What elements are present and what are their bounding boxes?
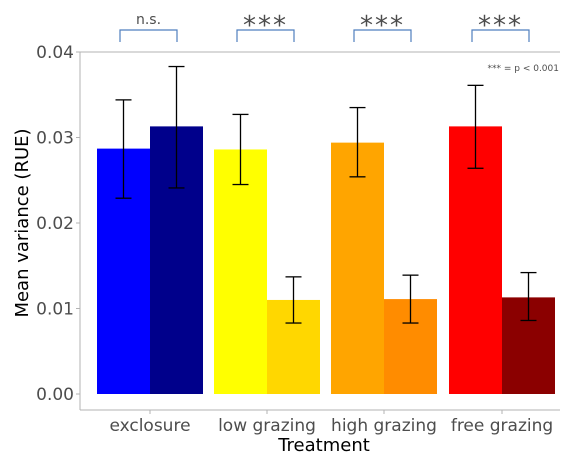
x-tick-label: high grazing (331, 416, 437, 436)
significance-bracket: n.s. (119, 12, 178, 42)
error-bar-free-grazing-1 (467, 84, 484, 169)
significance-note: *** = p < 0.001 (487, 64, 559, 74)
bar-low-grazing-1 (214, 149, 267, 394)
error-bar-exclosure-2 (168, 65, 185, 189)
x-tick-label: exclosure (109, 416, 190, 436)
error-bar-high-grazing-2 (402, 274, 419, 324)
y-tick-label: 0.01 (36, 300, 74, 320)
x-tick-label: free grazing (451, 416, 553, 436)
significance-label: *** (360, 11, 405, 41)
error-bar-low-grazing-1 (232, 113, 249, 186)
significance-label: *** (243, 11, 288, 41)
y-axis-title: Mean variance (RUE) (12, 128, 33, 317)
x-axis: exclosure low grazing high grazing free gra… (109, 410, 553, 436)
error-bar-high-grazing-1 (349, 106, 366, 178)
y-tick-label: 0.03 (36, 129, 74, 149)
significance-label: *** (478, 11, 523, 41)
significance-label: n.s. (136, 12, 161, 28)
significance-bracket: *** (236, 11, 295, 42)
significance-bracket: *** (471, 11, 530, 42)
y-tick-label: 0.00 (36, 385, 74, 405)
significance-bracket: *** (353, 11, 412, 42)
bar-high-grazing-1 (331, 142, 384, 394)
significance-brackets: n.s. *** *** *** (119, 11, 530, 42)
x-axis-title: Treatment (277, 435, 370, 452)
error-bar-free-grazing-2 (520, 271, 537, 322)
bar-free-grazing-1 (449, 126, 502, 394)
plot-frame (79, 51, 560, 411)
y-tick-label: 0.02 (36, 214, 74, 234)
y-axis: 0.00 0.01 0.02 0.03 0.04 (36, 43, 80, 405)
x-tick-label: low grazing (218, 416, 316, 436)
error-bar-low-grazing-2 (285, 276, 302, 324)
error-bars (115, 65, 537, 324)
error-bar-exclosure-1 (115, 99, 132, 199)
y-tick-label: 0.04 (36, 43, 74, 63)
bars (97, 126, 555, 394)
